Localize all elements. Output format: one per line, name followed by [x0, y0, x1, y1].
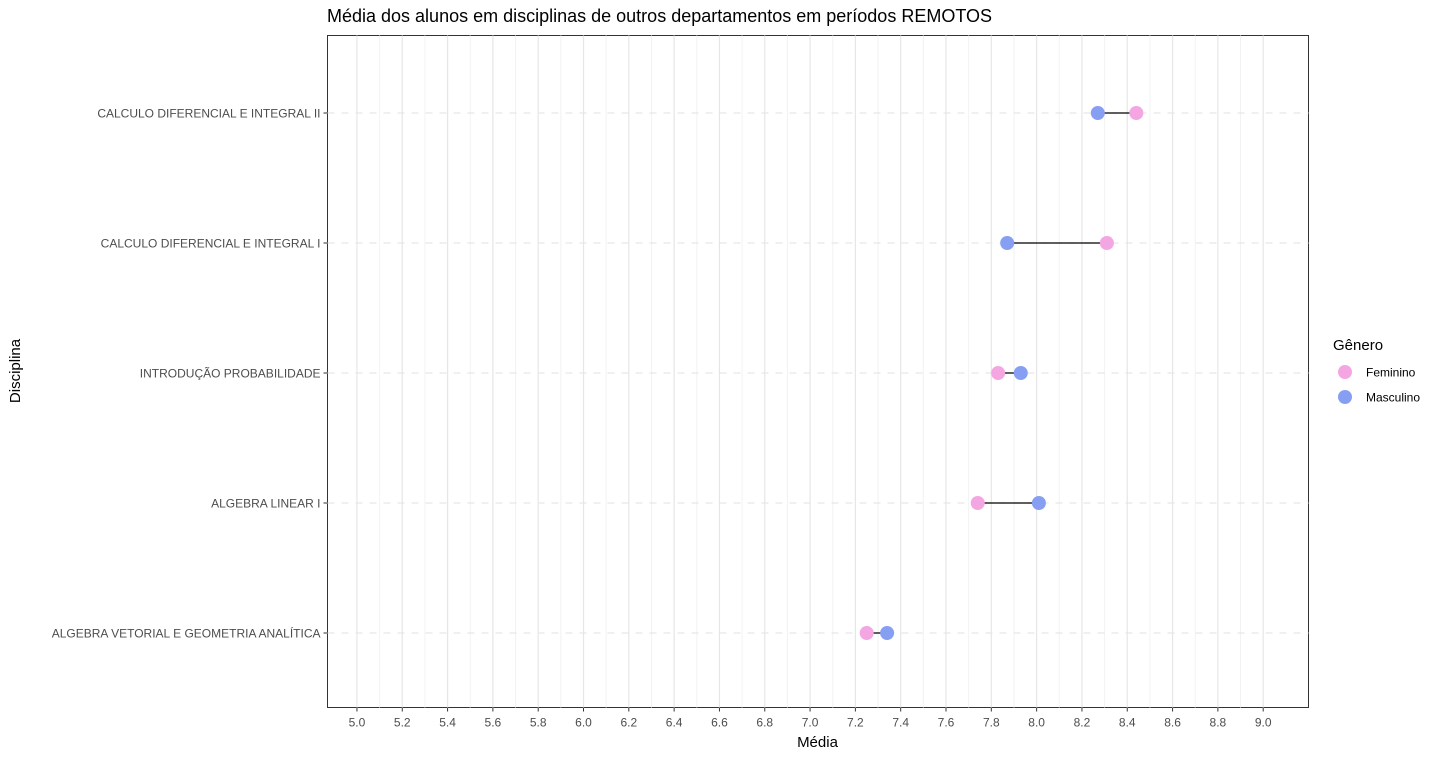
x-tick-label: 6.6	[711, 716, 728, 730]
data-points	[859, 106, 1144, 640]
point-masculino	[1000, 236, 1015, 250]
x-tick-label: 5.6	[485, 716, 502, 730]
y-axis: CALCULO DIFERENCIAL E INTEGRAL II CALCULO…	[52, 107, 328, 641]
x-tick-label: 6.4	[666, 716, 683, 730]
x-tick-label: 5.0	[349, 716, 366, 730]
x-tick-label: 6.8	[756, 716, 773, 730]
point-masculino	[1031, 496, 1046, 510]
x-tick-label: 5.2	[394, 716, 411, 730]
x-tick-label: 7.8	[983, 716, 1000, 730]
y-tick-label: ALGEBRA LINEAR I	[211, 497, 320, 511]
point-masculino	[880, 626, 895, 640]
x-axis: 5.0 5.2 5.4 5.6 5.8 6.0 6.2 6.4 6.6 6.8 7.0 7.2 7.4 7…	[349, 707, 1272, 730]
y-tick-label: CALCULO DIFERENCIAL E INTEGRAL II	[97, 107, 320, 121]
y-axis-title: Disciplina	[7, 338, 24, 403]
legend-label: Feminino	[1366, 366, 1416, 380]
y-tick-label: CALCULO DIFERENCIAL E INTEGRAL I	[101, 237, 321, 251]
legend: Gênero Feminino Masculino	[1333, 337, 1420, 405]
x-tick-label: 6.0	[575, 716, 592, 730]
x-tick-label: 6.2	[620, 716, 637, 730]
x-tick-label: 7.6	[938, 716, 955, 730]
point-masculino	[1013, 366, 1028, 380]
x-tick-label: 8.0	[1028, 716, 1045, 730]
y-tick-label: INTRODUÇÃO PROBABILIDADE	[140, 367, 321, 381]
x-axis-title: Média	[797, 734, 839, 751]
chart-title: Média dos alunos em disciplinas de outro…	[327, 6, 992, 26]
legend-label: Masculino	[1366, 391, 1420, 405]
point-feminino	[991, 366, 1006, 380]
x-tick-label: 7.0	[802, 716, 819, 730]
x-tick-label: 7.4	[892, 716, 909, 730]
point-feminino	[1129, 106, 1144, 120]
x-tick-label: 8.2	[1074, 716, 1091, 730]
point-feminino	[859, 626, 874, 640]
legend-title: Gênero	[1333, 337, 1383, 354]
point-feminino	[1099, 236, 1114, 250]
plot-panel	[327, 35, 1309, 708]
legend-key-masculino	[1338, 390, 1352, 404]
x-tick-label: 8.8	[1210, 716, 1227, 730]
grid-lines	[327, 35, 1309, 708]
x-tick-label: 8.6	[1164, 716, 1181, 730]
x-tick-label: 8.4	[1119, 716, 1136, 730]
point-feminino	[970, 496, 985, 510]
x-tick-label: 5.8	[530, 716, 547, 730]
y-tick-label: ALGEBRA VETORIAL E GEOMETRIA ANALÍTICA	[52, 626, 321, 641]
x-tick-label: 9.0	[1255, 716, 1272, 730]
point-masculino	[1090, 106, 1105, 120]
x-tick-label: 7.2	[847, 716, 864, 730]
x-tick-label: 5.4	[439, 716, 456, 730]
legend-key-feminino	[1338, 365, 1352, 379]
